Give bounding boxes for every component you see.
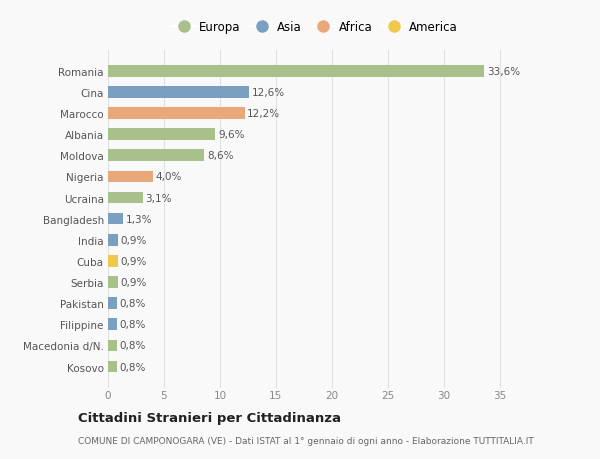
Text: 3,1%: 3,1%: [145, 193, 172, 203]
Text: 4,0%: 4,0%: [155, 172, 182, 182]
Bar: [108, 340, 117, 352]
Text: Cittadini Stranieri per Cittadinanza: Cittadini Stranieri per Cittadinanza: [78, 412, 341, 425]
Text: 0,8%: 0,8%: [120, 362, 146, 372]
Bar: [108, 192, 143, 204]
Bar: [108, 66, 484, 78]
Bar: [108, 319, 117, 330]
Bar: [108, 150, 204, 162]
Text: 0,8%: 0,8%: [120, 319, 146, 330]
Text: 0,9%: 0,9%: [121, 277, 147, 287]
Text: 8,6%: 8,6%: [207, 151, 233, 161]
Text: 0,8%: 0,8%: [120, 298, 146, 308]
Text: 0,9%: 0,9%: [121, 256, 147, 266]
Text: 9,6%: 9,6%: [218, 130, 245, 140]
Bar: [108, 235, 118, 246]
Bar: [108, 277, 118, 288]
Bar: [108, 87, 249, 99]
Text: 33,6%: 33,6%: [487, 67, 520, 77]
Text: COMUNE DI CAMPONOGARA (VE) - Dati ISTAT al 1° gennaio di ogni anno - Elaborazion: COMUNE DI CAMPONOGARA (VE) - Dati ISTAT …: [78, 436, 534, 445]
Bar: [108, 298, 117, 309]
Text: 0,8%: 0,8%: [120, 341, 146, 351]
Bar: [108, 108, 245, 120]
Text: 0,9%: 0,9%: [121, 235, 147, 245]
Text: 12,2%: 12,2%: [247, 109, 280, 119]
Bar: [108, 213, 122, 225]
Bar: [108, 256, 118, 267]
Bar: [108, 361, 117, 373]
Bar: [108, 171, 153, 183]
Text: 12,6%: 12,6%: [252, 88, 285, 98]
Bar: [108, 129, 215, 140]
Text: 1,3%: 1,3%: [125, 214, 152, 224]
Legend: Europa, Asia, Africa, America: Europa, Asia, Africa, America: [167, 16, 463, 38]
